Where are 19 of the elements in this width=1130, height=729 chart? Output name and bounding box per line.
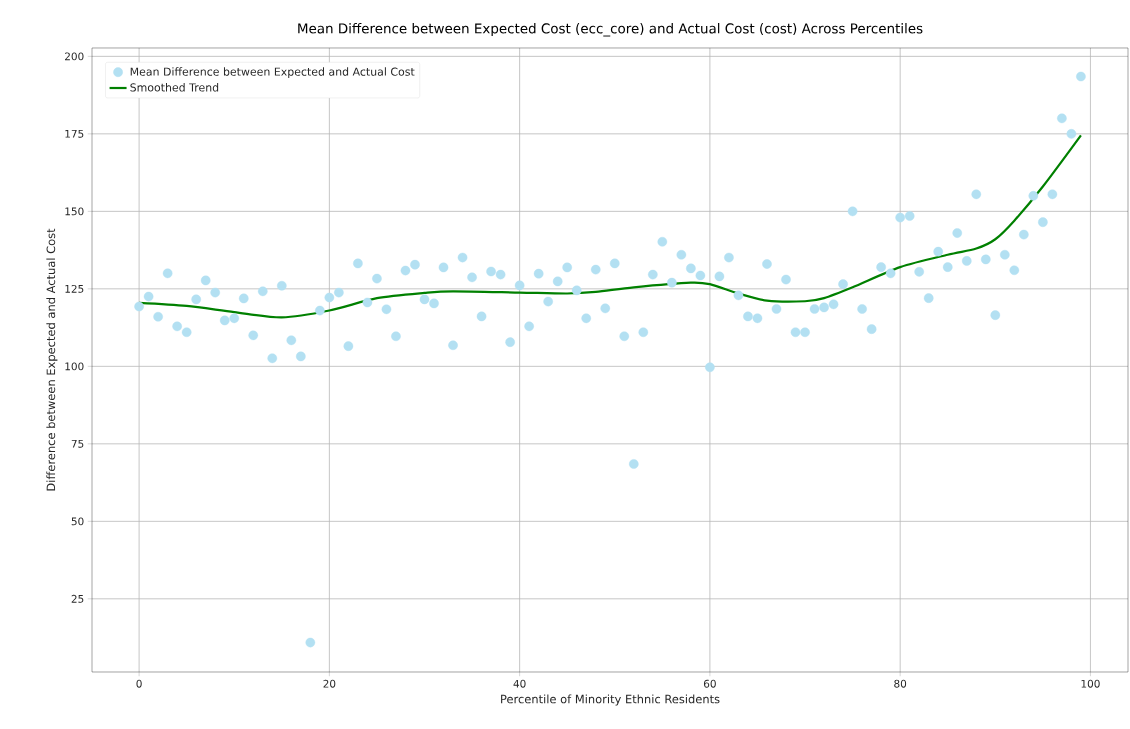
y-axis-title: Difference between Expected and Actual Cost [46,228,58,491]
y-tick-label: 200 [65,52,84,61]
y-tick-label: 125 [65,284,84,293]
y-tick-label: 175 [65,129,84,138]
y-tick-label: 100 [65,362,84,371]
x-tick-label: 40 [513,679,526,688]
x-tick-label: 0 [136,679,142,688]
y-tick-label: 75 [71,439,84,448]
y-tick-label: 50 [71,517,84,526]
x-tick-label: 80 [894,679,907,688]
y-tick-label: 25 [71,594,84,603]
x-axis-title: Percentile of Minority Ethnic Residents [501,694,720,706]
x-tick-label: 20 [323,679,336,688]
y-tick-label: 150 [65,207,84,216]
legend-label: Smoothed Trend [130,83,219,92]
x-tick-label: 60 [703,679,716,688]
legend-label: Mean Difference between Expected and Actual Cost [130,67,415,78]
x-tick-label: 100 [1081,679,1100,688]
chart-title: Mean Difference between Expected Cost (ecc_core) and Actual Cost (cost) Across Percentiles [298,23,923,37]
